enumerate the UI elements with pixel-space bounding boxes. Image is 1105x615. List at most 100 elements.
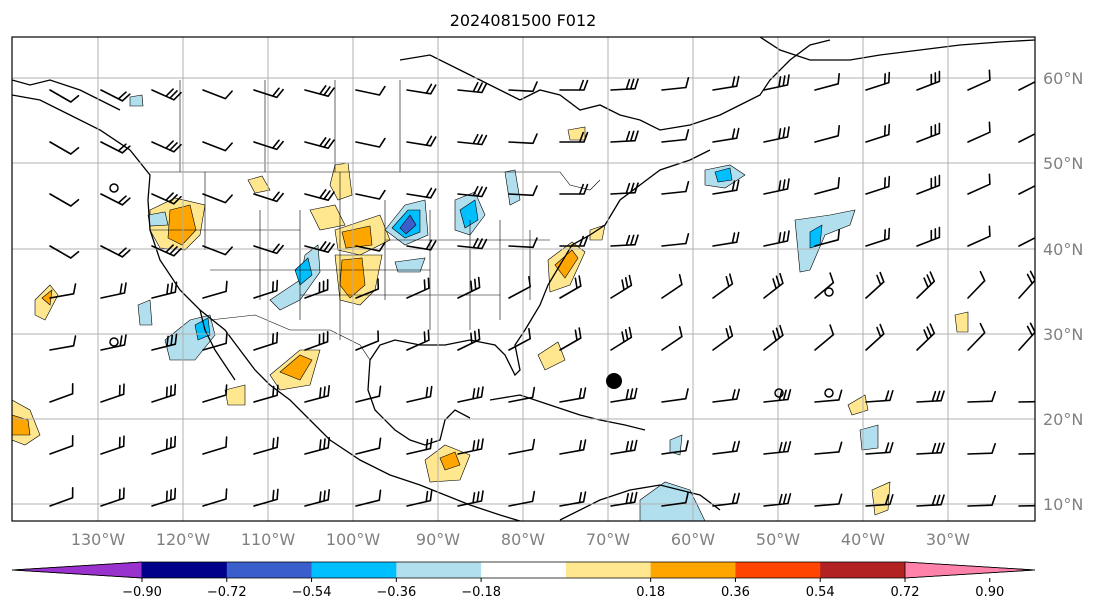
wind-barb (355, 85, 386, 96)
wind-barb (610, 439, 638, 455)
coast-cuba (489, 394, 601, 421)
wind-barb (457, 328, 481, 351)
wind-barb (406, 277, 430, 299)
colorbar-segment (226, 562, 313, 578)
wind-barb (712, 127, 740, 143)
wind-barb (763, 272, 784, 299)
fill-yellow-idaho (247, 175, 271, 194)
colorbar-tick-label: 0.36 (721, 585, 750, 600)
wind-barb (151, 435, 177, 455)
wind-barb (865, 494, 894, 507)
wind-barb (49, 335, 77, 351)
wind-barb (49, 435, 74, 455)
wind-barb (457, 490, 484, 507)
wind-barb (457, 185, 488, 198)
wind-barb (865, 442, 894, 455)
wind-barb (712, 492, 740, 507)
colorbar-segment (650, 562, 736, 578)
colorbar-tick-label: −0.72 (207, 585, 247, 600)
wind-barb (253, 139, 284, 151)
wind-barb (916, 323, 936, 351)
coast-hudson (399, 54, 521, 101)
lon-label: 70°W (586, 530, 630, 549)
coast-mexico-gulf (367, 359, 471, 446)
wind-barb (355, 437, 382, 455)
wind-barb (559, 491, 587, 507)
wind-barb (1018, 270, 1035, 299)
wind-barb (610, 182, 639, 195)
wind-barb (967, 270, 986, 299)
wind-barb (559, 183, 589, 195)
wind-barb (661, 129, 690, 143)
wind-barb (508, 237, 538, 249)
colorbar-segment (565, 562, 652, 578)
wind-barb (202, 332, 228, 351)
wind-barb (151, 192, 182, 205)
wind-barb (763, 324, 784, 351)
colorbar-tick-label: −0.54 (292, 585, 332, 600)
wind-barb (865, 71, 891, 91)
wind-barb (967, 225, 991, 247)
wind-barb (49, 383, 74, 403)
wind-barb (763, 74, 790, 91)
wind-barb (100, 245, 131, 258)
wind-barb (967, 322, 986, 351)
fill-orange-ca (439, 451, 461, 471)
lon-label: 30°W (926, 530, 970, 549)
lon-label: 80°W (501, 530, 545, 549)
wind-barb (304, 331, 329, 351)
border-canada-provinces (179, 80, 401, 172)
wind-barb (49, 89, 80, 103)
wind-barb (151, 244, 182, 257)
colorbar-tick-label: 0.54 (806, 585, 835, 600)
colorbar-tick-label: 0.72 (891, 585, 920, 600)
wind-barb (151, 383, 177, 403)
wind-barb (508, 133, 538, 145)
lon-label: 120°W (156, 530, 211, 549)
wind-barb (508, 81, 538, 93)
wind-barb (100, 383, 125, 403)
wind-barb (916, 494, 945, 507)
wind-barb (814, 441, 843, 455)
wind-barb (355, 189, 386, 200)
wind-barb (712, 325, 734, 351)
wind-barb (406, 385, 433, 403)
wind-barbs (49, 69, 1035, 507)
wind-barb (661, 181, 690, 195)
wind-barb (253, 243, 284, 255)
wind-barb (406, 187, 437, 199)
wind-barb (355, 330, 380, 351)
coast-gulf (369, 149, 711, 377)
wind-barb (202, 141, 233, 152)
wind-barb (508, 438, 536, 455)
wind-barb (406, 135, 437, 147)
wind-barb (508, 490, 536, 507)
wind-barb (712, 273, 734, 299)
coastlines (12, 37, 1035, 521)
wind-barb (916, 122, 941, 143)
fill-orange-cal (167, 204, 197, 246)
map-frame (11, 36, 1036, 522)
wind-barb (100, 435, 125, 455)
fill-orange-neb (341, 225, 373, 249)
map-area (11, 36, 1036, 522)
wind-barb (916, 174, 941, 195)
wind-barb (967, 69, 991, 91)
colorbar-segment (820, 562, 906, 578)
wind-barb (865, 175, 891, 195)
wind-barb (865, 227, 891, 247)
colorbar-tick-label: 0.18 (636, 585, 665, 600)
wind-barb (100, 193, 131, 206)
lon-label: 60°W (671, 530, 715, 549)
wind-barb (865, 123, 891, 143)
calm-circle (109, 183, 119, 193)
wind-barb (763, 493, 792, 507)
lon-label: 100°W (326, 530, 381, 549)
wind-barb (49, 283, 77, 299)
wind-barb (559, 387, 587, 403)
wind-barb (406, 437, 433, 455)
wind-barb (661, 233, 690, 247)
colorbar-segment (396, 562, 482, 578)
wind-barb (559, 235, 589, 247)
